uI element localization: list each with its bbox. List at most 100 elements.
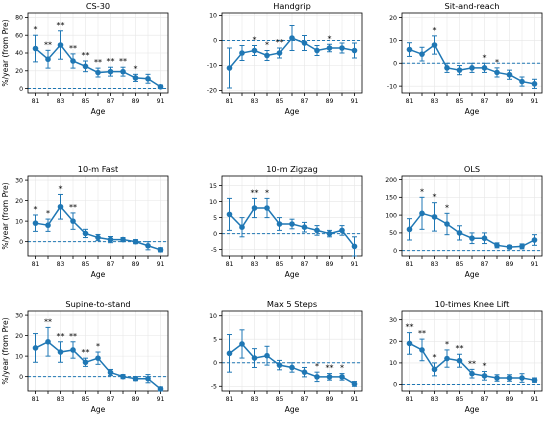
data-point <box>519 243 525 250</box>
x-tick-label: 85 <box>276 261 284 268</box>
x-tick-label: 83 <box>251 98 259 105</box>
significance-label: ** <box>276 38 284 47</box>
significance-label: ** <box>44 317 52 326</box>
x-tick-label: 87 <box>481 396 489 403</box>
y-tick-label: 20 <box>389 15 397 22</box>
y-tick-label: 20 <box>15 333 23 340</box>
data-point <box>132 75 139 81</box>
panel-title: 10-times Knee Lift <box>435 299 511 309</box>
y-tick-label: 5 <box>213 215 217 222</box>
x-tick-label: 87 <box>481 261 489 268</box>
x-tick-label: 83 <box>431 396 439 403</box>
data-point <box>289 35 295 41</box>
x-tick-label: 85 <box>82 261 90 268</box>
x-tick-label: 87 <box>301 261 309 268</box>
significance-label: * <box>433 193 437 202</box>
significance-label: * <box>265 188 269 197</box>
data-point <box>45 222 51 229</box>
x-tick-label: 87 <box>107 396 115 403</box>
x-tick-label: 83 <box>251 396 259 403</box>
data-point <box>519 375 525 381</box>
data-point <box>301 369 308 375</box>
significance-label: * <box>34 25 38 34</box>
data-point <box>264 352 270 359</box>
y-tick-label: 10 <box>389 360 397 367</box>
data-point <box>494 242 500 249</box>
significance-label: * <box>59 184 63 193</box>
data-point <box>107 68 114 75</box>
data-point <box>469 235 475 242</box>
significance-label: ** <box>418 329 426 338</box>
x-axis-label: Age <box>285 270 300 279</box>
data-point <box>314 227 320 234</box>
significance-label: ** <box>94 58 102 67</box>
y-tick-label: 0 <box>19 86 23 93</box>
data-point <box>57 42 64 48</box>
y-tick-label: 100 <box>385 212 397 219</box>
significance-label: ** <box>119 57 127 66</box>
y-tick-label: 30 <box>389 317 397 324</box>
data-point <box>419 51 425 57</box>
x-tick-label: 91 <box>531 396 539 403</box>
data-point <box>276 362 283 368</box>
y-tick-label: 0 <box>393 382 397 389</box>
data-point <box>481 65 488 71</box>
x-tick-label: 81 <box>406 396 414 403</box>
panel-title: Handgrip <box>273 1 311 11</box>
data-point <box>314 47 320 54</box>
data-point <box>107 369 114 376</box>
data-point <box>70 218 76 224</box>
data-point <box>494 375 500 381</box>
x-tick-label: 91 <box>531 98 539 105</box>
data-point <box>239 50 245 56</box>
y-tick-label: 0 <box>19 239 23 246</box>
data-point <box>120 373 126 380</box>
significance-label: ** <box>82 348 90 357</box>
x-tick-label: 85 <box>456 98 464 105</box>
data-point <box>239 224 245 230</box>
data-point <box>132 238 139 245</box>
data-point <box>351 243 358 250</box>
x-tick-label: 89 <box>132 261 140 268</box>
data-point <box>519 78 525 85</box>
x-tick-label: 83 <box>57 261 65 268</box>
significance-label: * <box>315 362 319 371</box>
x-tick-label: 87 <box>301 396 309 403</box>
data-point <box>406 46 413 53</box>
significance-label: ** <box>69 44 77 53</box>
data-point <box>276 50 283 56</box>
x-tick-label: 81 <box>32 396 40 403</box>
data-point <box>314 374 320 380</box>
data-point <box>481 373 488 379</box>
data-point <box>226 211 233 218</box>
y-tick-label: 30 <box>15 312 23 319</box>
x-tick-label: 81 <box>226 396 234 403</box>
significance-label: ** <box>468 359 476 368</box>
data-point <box>506 71 513 78</box>
data-point <box>531 81 538 87</box>
x-tick-label: 83 <box>57 396 65 403</box>
data-point <box>431 214 438 220</box>
data-point <box>57 203 64 210</box>
data-point <box>456 230 463 236</box>
data-point <box>82 359 89 366</box>
significance-label: * <box>433 353 437 362</box>
y-tick-label: 5 <box>213 336 217 343</box>
data-point <box>120 236 126 243</box>
data-point <box>32 45 39 52</box>
significance-label: * <box>134 64 138 73</box>
y-axis-label: %/year (from Pre) <box>1 19 10 86</box>
y-tick-label: 30 <box>15 177 23 184</box>
x-tick-label: 85 <box>456 396 464 403</box>
data-point <box>145 75 151 82</box>
data-point <box>276 221 283 227</box>
x-tick-label: 89 <box>506 98 514 105</box>
data-point <box>406 226 413 233</box>
significance-label: ** <box>456 344 464 353</box>
significance-label: * <box>433 26 437 35</box>
data-point <box>45 338 51 345</box>
data-point <box>531 237 538 243</box>
data-point <box>326 230 333 237</box>
y-tick-label: 50 <box>389 230 397 237</box>
x-tick-label: 83 <box>431 261 439 268</box>
